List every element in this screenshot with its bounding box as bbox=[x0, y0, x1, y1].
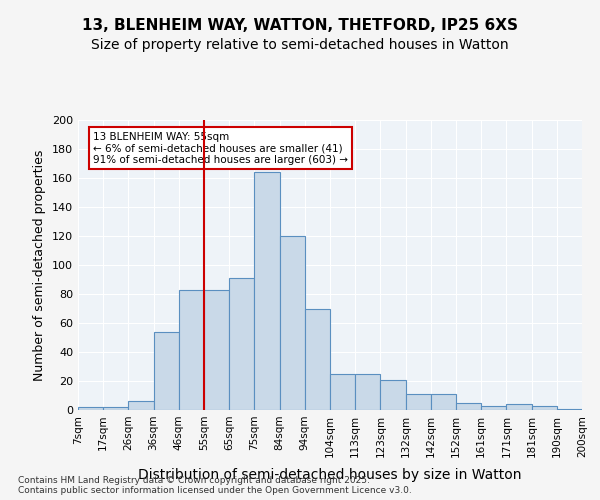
Bar bbox=[254, 172, 280, 410]
Bar bbox=[532, 406, 557, 410]
Bar bbox=[330, 374, 355, 410]
Text: Size of property relative to semi-detached houses in Watton: Size of property relative to semi-detach… bbox=[91, 38, 509, 52]
Bar bbox=[557, 408, 582, 410]
Bar bbox=[456, 403, 481, 410]
X-axis label: Distribution of semi-detached houses by size in Watton: Distribution of semi-detached houses by … bbox=[138, 468, 522, 482]
Bar bbox=[179, 290, 204, 410]
Y-axis label: Number of semi-detached properties: Number of semi-detached properties bbox=[34, 150, 46, 380]
Bar bbox=[154, 332, 179, 410]
Bar bbox=[355, 374, 380, 410]
Bar bbox=[380, 380, 406, 410]
Bar bbox=[128, 402, 154, 410]
Bar bbox=[229, 278, 254, 410]
Bar bbox=[305, 308, 330, 410]
Bar bbox=[103, 407, 128, 410]
Bar bbox=[431, 394, 456, 410]
Text: 13 BLENHEIM WAY: 55sqm
← 6% of semi-detached houses are smaller (41)
91% of semi: 13 BLENHEIM WAY: 55sqm ← 6% of semi-deta… bbox=[93, 132, 348, 165]
Bar bbox=[481, 406, 506, 410]
Text: Contains HM Land Registry data © Crown copyright and database right 2025.
Contai: Contains HM Land Registry data © Crown c… bbox=[18, 476, 412, 495]
Bar bbox=[78, 407, 103, 410]
Bar bbox=[406, 394, 431, 410]
Bar bbox=[506, 404, 532, 410]
Bar bbox=[280, 236, 305, 410]
Text: 13, BLENHEIM WAY, WATTON, THETFORD, IP25 6XS: 13, BLENHEIM WAY, WATTON, THETFORD, IP25… bbox=[82, 18, 518, 32]
Bar bbox=[204, 290, 229, 410]
